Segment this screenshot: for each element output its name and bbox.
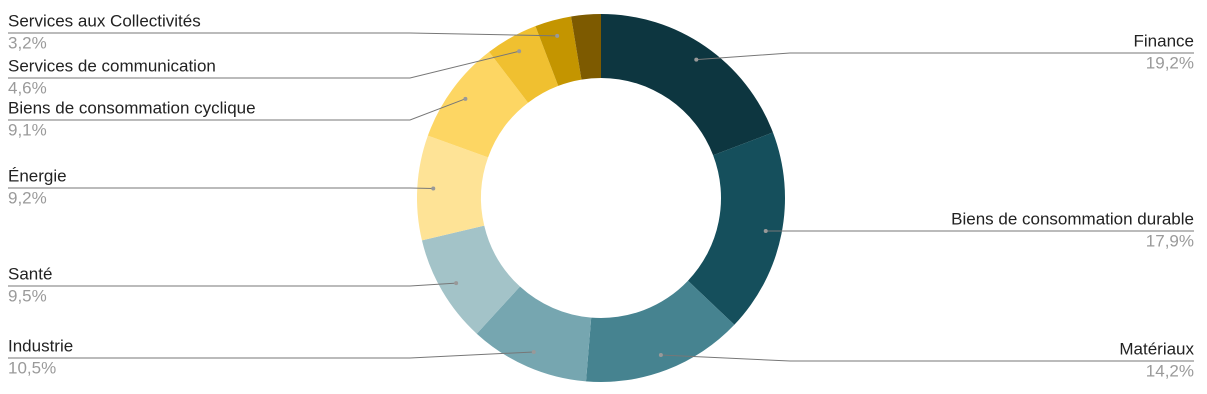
slice-value-label: 9,2% [8,188,47,207]
slice [489,26,559,103]
slice [416,135,489,241]
slice [571,14,601,80]
leader-line [8,282,457,287]
leader-dot [763,229,768,234]
slice [585,280,735,382]
slice [476,286,592,382]
leader-dot [454,281,459,286]
leader-dot [658,352,663,357]
leader-dot [555,33,560,38]
leader-dot [517,49,522,54]
slice-label: Services aux Collectivités [8,11,201,30]
leader-line [8,32,558,37]
leader-line [660,354,1194,362]
slice-value-label: 10,5% [8,358,56,377]
slice-value-label: 14,2% [1146,361,1194,380]
slice-label: Matériaux [1119,339,1194,358]
slice-value-label: 9,1% [8,120,47,139]
slice [421,225,520,334]
leader-dot [694,57,699,62]
slice-value-label: 17,9% [1146,231,1194,250]
slice-label: Biens de consommation cyclique [8,98,256,117]
slice-label: Biens de consommation durable [951,209,1194,228]
slice [687,132,785,325]
leader-line [8,187,434,190]
leader-line [8,351,534,359]
leader-line [8,98,466,121]
slice-label: Finance [1134,31,1194,50]
slice [601,14,773,156]
leader-line [8,50,520,79]
slice-label: Services de communication [8,56,216,75]
slice [535,16,582,86]
slice-label: Santé [8,264,52,283]
slice-value-label: 19,2% [1146,53,1194,72]
slice-value-label: 4,6% [8,78,47,97]
leader-line [696,52,1194,61]
leader-dot [531,349,536,354]
slice-value-label: 9,5% [8,286,47,305]
slice-value-label: 3,2% [8,33,47,52]
leader-dot [431,186,436,191]
slice-label: Industrie [8,336,73,355]
slice [427,51,529,158]
slice-label: Énergie [8,166,67,185]
leader-dot [463,96,468,101]
